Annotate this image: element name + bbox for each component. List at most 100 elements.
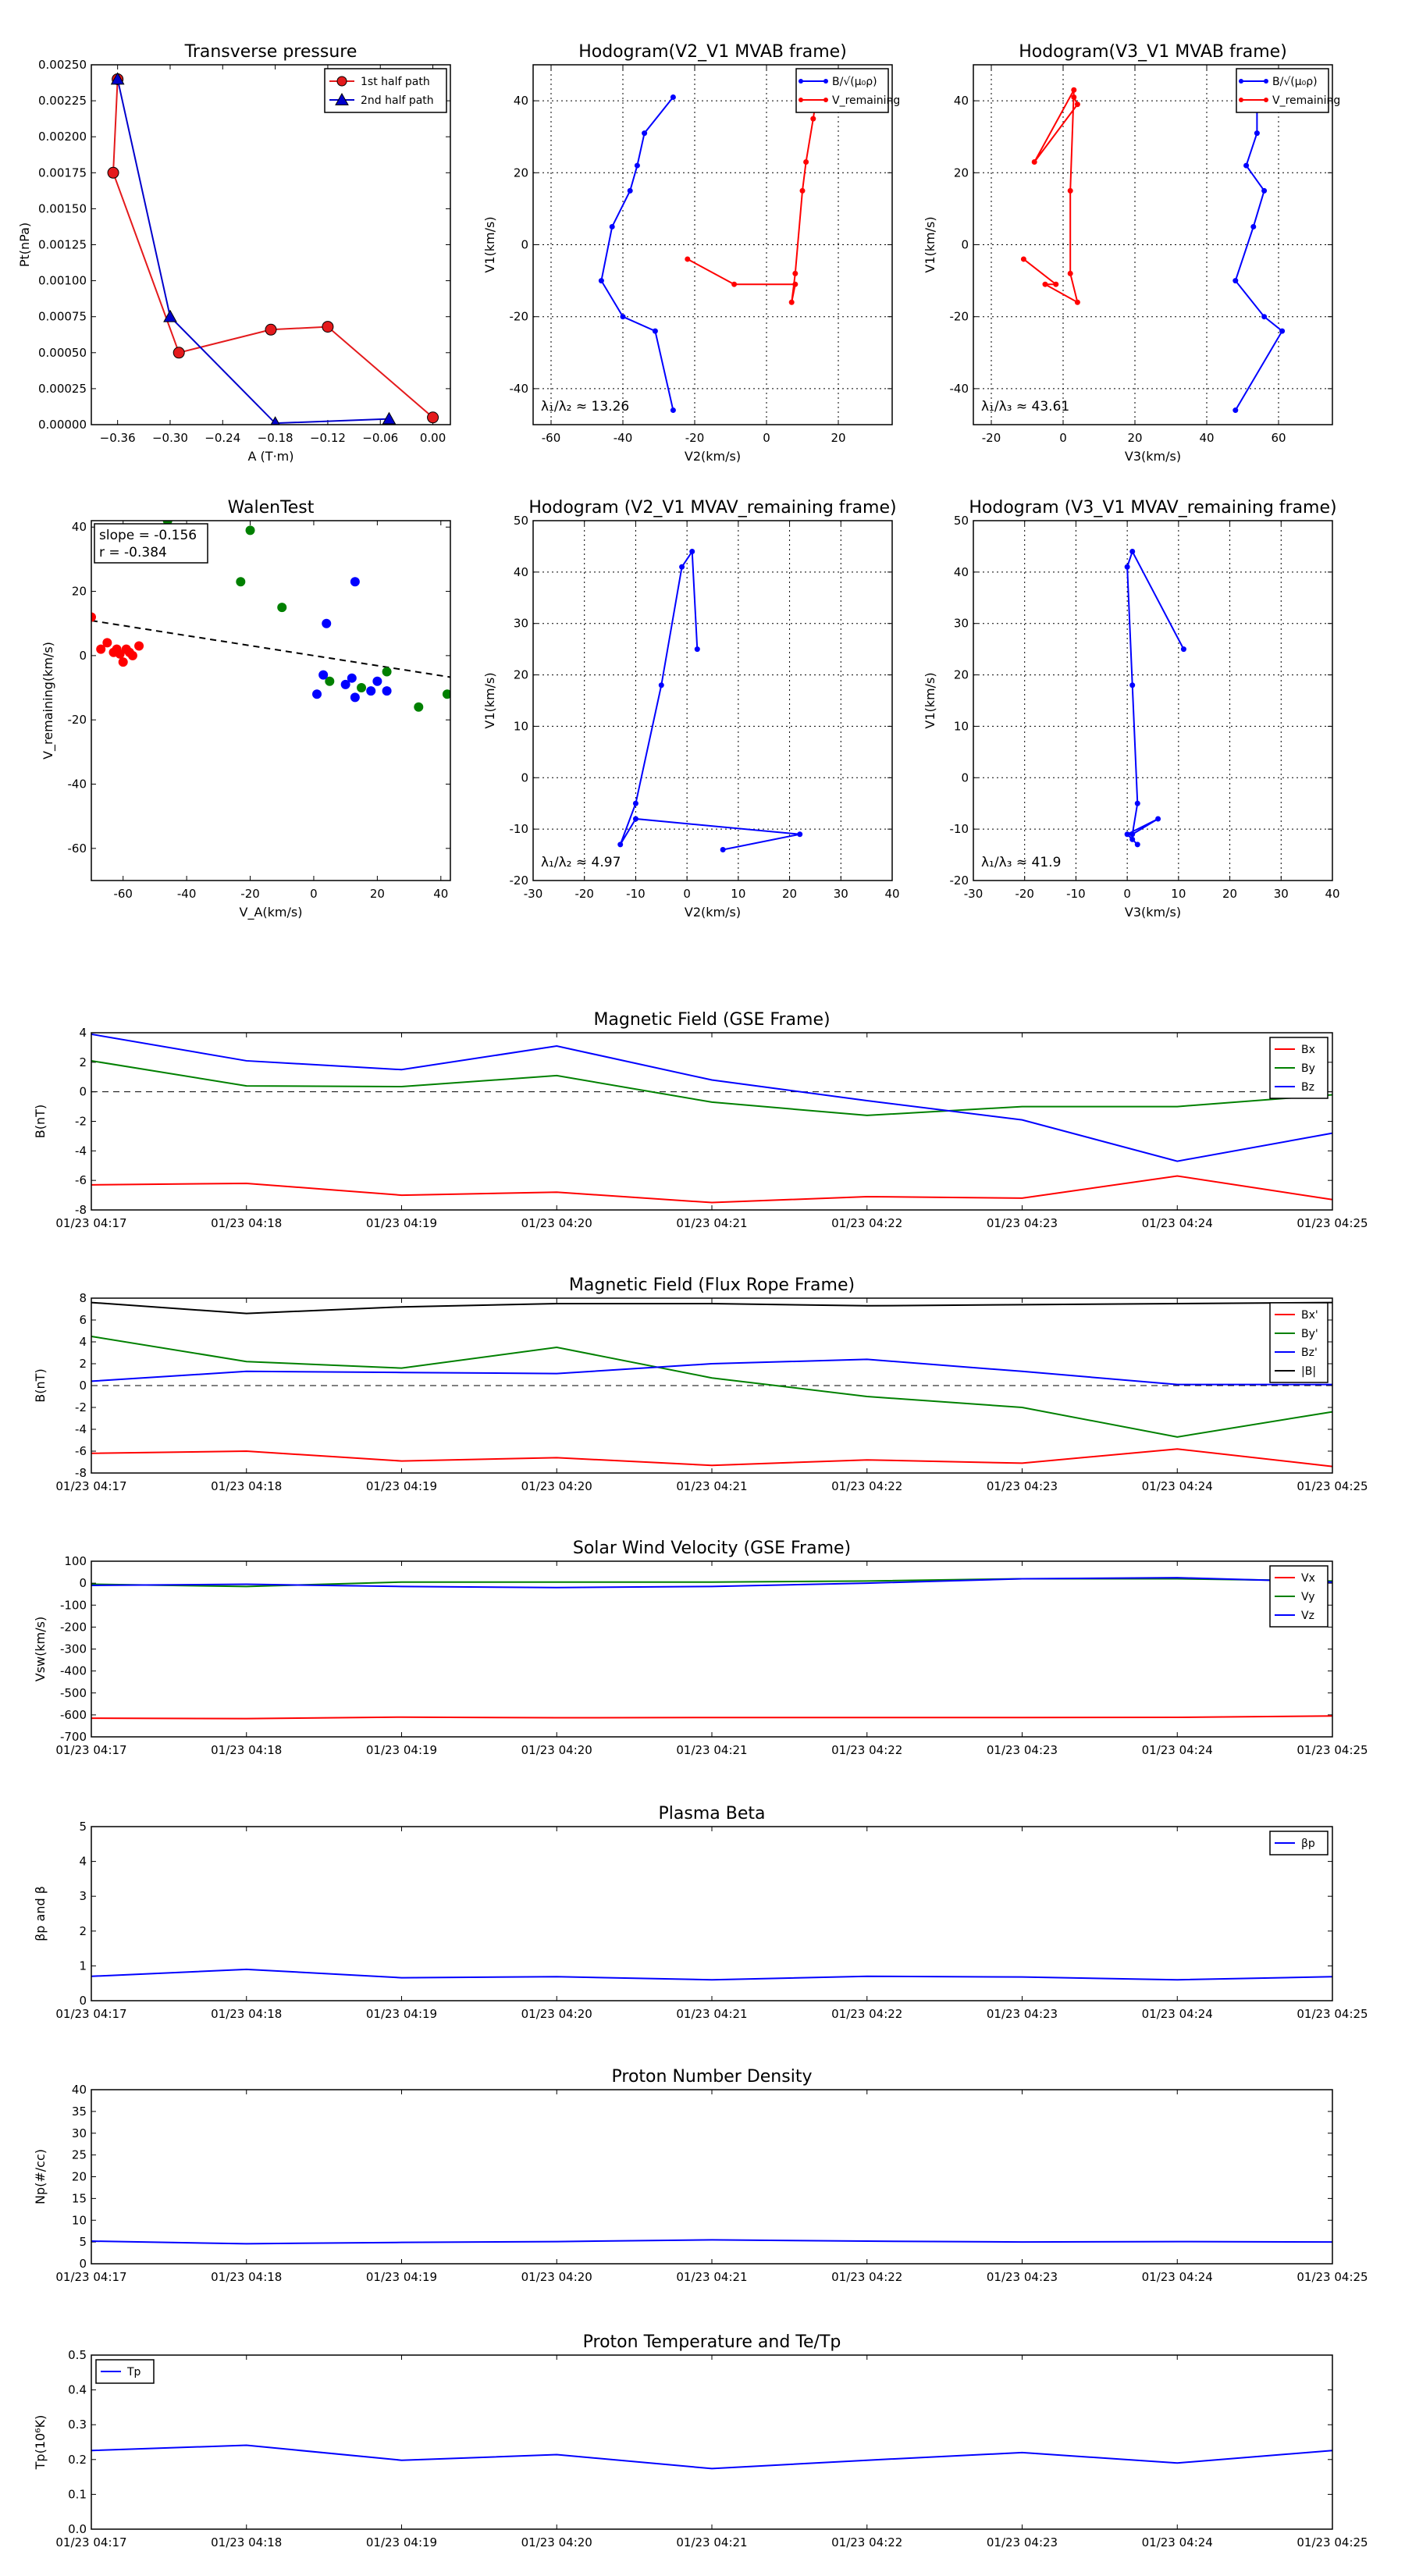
vsw-ytick-label: -200 xyxy=(60,1620,87,1634)
b_gse-xtick-label: 01/23 04:22 xyxy=(831,1216,902,1230)
h_v3_mvab-data-point xyxy=(1020,256,1026,262)
h_v2_mvab-xtick-label: -40 xyxy=(614,431,633,445)
np-xtick-label: 01/23 04:20 xyxy=(521,2270,592,2284)
h_v3_mvab-data-point xyxy=(1261,187,1268,194)
np-xtick-label: 01/23 04:23 xyxy=(987,2270,1058,2284)
vsw-xtick-label: 01/23 04:21 xyxy=(676,1743,747,1757)
h_v2_mvab-ytick-label: 20 xyxy=(514,165,528,180)
beta-ytick-label: 0 xyxy=(79,1994,87,2008)
pt-data-point xyxy=(427,411,439,424)
h_v2_mvav-xtick-label: 40 xyxy=(884,887,899,901)
tp-xtick-label: 01/23 04:21 xyxy=(676,2535,747,2549)
h_v2_mvab-legend xyxy=(795,68,889,113)
b_fr-series-line-0 xyxy=(91,1448,1333,1468)
h_v2_mvav-ytick-label: -20 xyxy=(510,873,529,888)
h_v2_mvav-ytick-label: 30 xyxy=(514,617,528,631)
b_gse-xtick-label: 01/23 04:19 xyxy=(366,1216,437,1230)
h_v3_mvav-ytick-label: 0 xyxy=(961,770,969,785)
h_v2_mvav-ytick-label: 0 xyxy=(521,770,528,785)
h_v2_mvav-data-point xyxy=(689,549,695,555)
vsw-xtick-label: 01/23 04:19 xyxy=(366,1743,437,1757)
b_fr-xtick-label: 01/23 04:19 xyxy=(366,1479,437,1493)
h_v2_mvab-data-point xyxy=(803,158,809,165)
h_v2_mvav-data-point xyxy=(797,831,803,838)
h_v3_mvab-title: Hodogram(V3_V1 MVAB frame) xyxy=(1019,42,1287,62)
np-ytick-label: 30 xyxy=(72,2126,87,2140)
h_v2_mvab-data-point xyxy=(792,270,799,276)
walen-annotation-line: r = -0.384 xyxy=(99,545,167,560)
h_v2_mvav-data-point xyxy=(694,646,700,653)
tp-ytick-label: 0.5 xyxy=(68,2348,87,2362)
h_v3_mvab-legend-label: B/√(μ₀ρ) xyxy=(1272,76,1318,88)
h_v2_mvab-ytick-label: -40 xyxy=(510,382,529,396)
pt-ytick-label: 0.00125 xyxy=(38,238,87,252)
np-ytick-label: 25 xyxy=(72,2148,87,2162)
np-ytick-label: 35 xyxy=(72,2105,87,2119)
walen-annotation-box xyxy=(94,523,208,564)
h_v3_mvav-xtick-label: -30 xyxy=(964,887,984,901)
vsw-ytick-label: -400 xyxy=(60,1664,87,1678)
beta-xtick-label: 01/23 04:23 xyxy=(987,2007,1058,2021)
walen-data-point xyxy=(366,686,376,696)
b_fr-ytick-label: 6 xyxy=(79,1313,87,1327)
vsw-xtick-label: 01/23 04:20 xyxy=(521,1743,592,1757)
h_v2_mvab-xtick-label: -20 xyxy=(685,431,705,445)
b_fr-ytick-label: -2 xyxy=(75,1400,87,1414)
h_v3_mvab-data-point xyxy=(1067,187,1073,194)
b_fr-legend xyxy=(1269,1302,1329,1383)
pt-data-point xyxy=(110,72,125,85)
h_v3_mvab-series-line xyxy=(1023,89,1079,304)
h_v3_mvab-legend-marker xyxy=(1264,98,1268,102)
h_v3_mvab-legend-label: V_remaining xyxy=(1272,94,1340,107)
h_v3_mvab-frame xyxy=(973,64,1333,425)
h_v3_mvab-ylabel: V1(km/s) xyxy=(923,216,937,272)
h_v2_mvab-data-point xyxy=(670,407,676,414)
h_v3_mvab-data-point xyxy=(1053,281,1059,287)
h_v2_mvab-frame xyxy=(532,64,893,425)
tp-plot-area xyxy=(91,2355,1332,2529)
walen-data-point xyxy=(382,667,392,677)
h_v3_mvav-series-0 xyxy=(1124,549,1186,848)
b_fr-plot-area xyxy=(91,1298,1332,1473)
b_gse-series-line-1 xyxy=(91,1059,1333,1116)
walen-data-point xyxy=(357,683,367,693)
np-xtick-label: 01/23 04:25 xyxy=(1297,2270,1368,2284)
h_v2_mvab-legend-marker xyxy=(823,98,828,102)
pt-xtick-label: −0.12 xyxy=(310,431,346,445)
h_v3_mvav-title: Hodogram (V3_V1 MVAV_remaining frame) xyxy=(969,498,1336,518)
b_fr-legend-label: Bx' xyxy=(1301,1309,1318,1322)
walen-data-point xyxy=(245,525,255,535)
beta-frame xyxy=(91,1826,1333,2001)
walen-ytick-label: 20 xyxy=(72,585,87,599)
h_v3_mvav-data-point xyxy=(1124,831,1130,838)
walen-plot-area xyxy=(91,521,450,881)
walen-data-point xyxy=(318,670,329,680)
tp-title: Proton Temperature and Te/Tp xyxy=(583,2332,841,2352)
beta-ytick-label: 1 xyxy=(79,1959,87,1973)
h_v3_mvab-data-point xyxy=(1254,130,1260,137)
np-ylabel: Np(#/cc) xyxy=(33,2149,48,2204)
h_v2_mvab-legend-marker xyxy=(799,98,803,102)
walen-ytick-label: -60 xyxy=(68,841,87,856)
tp-xtick-label: 01/23 04:25 xyxy=(1297,2535,1368,2549)
pt-ytick-label: 0.00150 xyxy=(38,201,87,215)
np-xtick-label: 01/23 04:19 xyxy=(366,2270,437,2284)
h_v2_mvab-xtick-label: -60 xyxy=(542,431,561,445)
walen-data-point xyxy=(382,686,392,696)
h_v3_mvab-legend-marker xyxy=(1264,79,1268,84)
tp-ylabel: Tp(10⁶K) xyxy=(33,2415,48,2471)
h_v3_mvab-legend xyxy=(1236,68,1329,113)
b_gse-legend-label: By xyxy=(1301,1062,1315,1075)
h_v2_mvab-ytick-label: -20 xyxy=(510,310,529,324)
h_v2_mvav-ytick-label: 20 xyxy=(514,668,528,682)
h_v3_mvav-data-point xyxy=(1180,646,1186,653)
h_v3_mvab-ytick-label: 40 xyxy=(954,94,969,108)
b_gse-legend-label: Bx xyxy=(1301,1044,1315,1056)
pt-xtick-label: −0.30 xyxy=(152,431,188,445)
h_v3_mvab-series-0 xyxy=(1232,94,1286,414)
h_v3_mvab-xtick-label: 20 xyxy=(1127,431,1142,445)
pt-data-point xyxy=(322,321,334,333)
h_v3_mvav-series-line xyxy=(1126,549,1185,845)
h_v3_mvav-ytick-label: 30 xyxy=(954,617,969,631)
h_v2_mvav-ytick-label: 50 xyxy=(514,514,528,528)
